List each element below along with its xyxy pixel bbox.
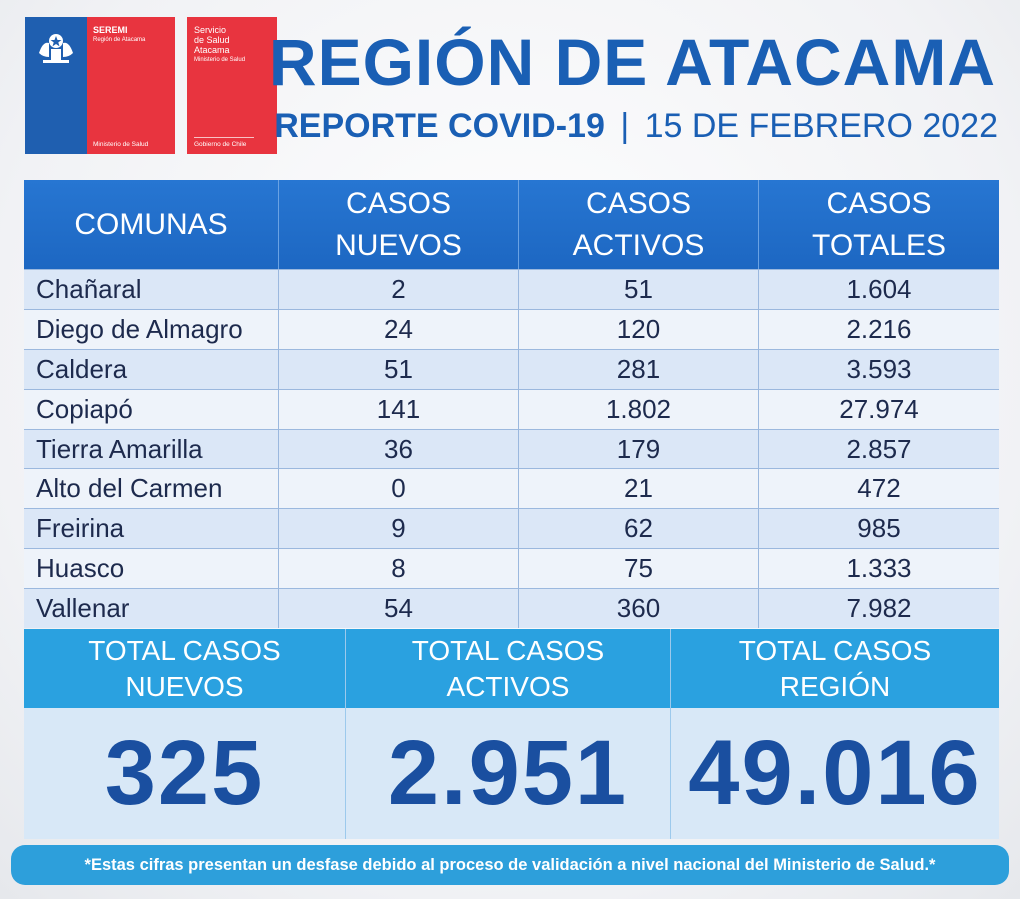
column-header-comunas: COMUNAS [24, 180, 279, 269]
column-header-label: CASOS [585, 186, 691, 220]
servicio-line1: Servicio [194, 25, 227, 35]
cell-comuna: Huasco [24, 549, 279, 589]
cell-totales: 472 [857, 473, 901, 504]
total-value: 49.016 [671, 708, 999, 839]
cell-activos: 62 [519, 509, 759, 549]
table-row: Vallenar 54 360 7.982 [24, 588, 999, 629]
cell-totales: 2.216 [846, 313, 912, 344]
report-label: REPORTE COVID-19 [274, 107, 605, 145]
cell-totales: 1.333 [846, 553, 912, 584]
cell-activos: 281 [519, 349, 759, 389]
cell-nuevos: 0 [279, 469, 519, 509]
cell-totales: 7.982 [846, 593, 912, 624]
logo-red-panel: SEREMI Región de Atacama Ministerio de S… [87, 17, 175, 154]
cell-nuevos: 36 [279, 429, 519, 469]
cell-activos: 179 [519, 429, 759, 469]
table-header: COMUNAS CASOS NUEVOS CASOS ACTIVOS CASOS… [24, 180, 999, 269]
total-label: TOTAL CASOS [88, 634, 281, 666]
cell-activos: 1.802 [519, 389, 759, 429]
cell-comuna: Copiapó [24, 389, 279, 429]
servicio-label: Servicio de Salud Atacama Ministerio de … [194, 25, 245, 65]
cell-nuevos: 51 [279, 349, 519, 389]
cell-activos: 120 [519, 309, 759, 349]
cell-activos: 75 [519, 549, 759, 589]
cell-totales: 2.857 [846, 433, 912, 464]
cell-totales: 985 [857, 513, 901, 544]
column-header-nuevos: CASOS NUEVOS [279, 180, 519, 269]
servicio-line2: de Salud [194, 35, 230, 45]
cell-comuna: Tierra Amarilla [24, 429, 279, 469]
cell-nuevos: 24 [279, 309, 519, 349]
table-row: Copiapó 141 1.802 27.974 [24, 388, 999, 429]
total-region: TOTAL CASOS REGIÓN 49.016 [671, 629, 999, 839]
cell-totales: 1.604 [846, 273, 912, 304]
title-separator: | [620, 107, 630, 145]
total-header: TOTAL CASOS REGIÓN [671, 629, 999, 708]
cell-comuna: Caldera [24, 349, 279, 389]
table-row: Alto del Carmen 0 21 472 [24, 468, 999, 509]
table-row: Diego de Almagro 24 120 2.216 [24, 308, 999, 349]
total-value: 325 [24, 708, 345, 839]
seremi-label: SEREMI Región de Atacama [93, 25, 175, 45]
cell-nuevos: 54 [279, 589, 519, 629]
cases-table: COMUNAS CASOS NUEVOS CASOS ACTIVOS CASOS… [24, 180, 999, 629]
cell-totales: 27.974 [839, 393, 919, 424]
column-header-label: TOTALES [812, 228, 946, 262]
report-subtitle: REPORTE COVID-19 | 15 DE FEBRERO 2022 [274, 104, 998, 148]
cell-comuna: Vallenar [24, 589, 279, 629]
table-body: Chañaral 2 51 1.604 Diego de Almagro 24 … [24, 269, 999, 629]
total-header: TOTAL CASOS ACTIVOS [346, 629, 670, 708]
cell-nuevos: 8 [279, 549, 519, 589]
cell-totales: 3.593 [846, 353, 912, 384]
column-header-label: ACTIVOS [572, 228, 705, 262]
table-row: Chañaral 2 51 1.604 [24, 269, 999, 309]
cell-activos: 21 [519, 469, 759, 509]
table-row: Tierra Amarilla 36 179 2.857 [24, 428, 999, 469]
chile-crest-icon [39, 34, 73, 63]
total-label: TOTAL CASOS [411, 634, 605, 666]
total-header: TOTAL CASOS NUEVOS [24, 629, 345, 708]
total-label: NUEVOS [125, 670, 244, 702]
cell-activos: 51 [519, 270, 759, 309]
report-date: 15 DE FEBRERO 2022 [644, 107, 998, 145]
table-row: Freirina 9 62 985 [24, 508, 999, 549]
total-label: ACTIVOS [446, 670, 570, 702]
seremi-logo: SEREMI Región de Atacama Ministerio de S… [25, 17, 175, 154]
cell-nuevos: 141 [279, 389, 519, 429]
cell-comuna: Chañaral [24, 270, 279, 309]
page-title: REGIÓN DE ATACAMA [268, 25, 996, 99]
column-header-label: COMUNAS [74, 207, 228, 241]
total-label: REGIÓN [779, 670, 891, 702]
servicio-salud-logo: Servicio de Salud Atacama Ministerio de … [187, 17, 277, 154]
column-header-label: CASOS [345, 186, 451, 220]
servicio-ministry: Ministerio de Salud [194, 57, 246, 63]
seremi-ministry: Ministerio de Salud [93, 141, 149, 148]
cell-nuevos: 9 [279, 509, 519, 549]
column-header-label: NUEVOS [335, 228, 462, 262]
total-label: TOTAL CASOS [738, 634, 932, 666]
cell-comuna: Freirina [24, 509, 279, 549]
total-value: 2.951 [346, 708, 670, 839]
cell-comuna: Alto del Carmen [24, 469, 279, 509]
column-header-label: CASOS [826, 186, 932, 220]
footnote: *Estas cifras presentan un desfase debid… [11, 845, 1009, 885]
column-header-activos: CASOS ACTIVOS [519, 180, 759, 269]
cell-activos: 360 [519, 589, 759, 629]
table-row: Huasco 8 75 1.333 [24, 548, 999, 589]
cell-comuna: Diego de Almagro [24, 309, 279, 349]
total-activos: TOTAL CASOS ACTIVOS 2.951 [346, 629, 671, 839]
seremi-name: SEREMI [93, 25, 128, 35]
seremi-region: Región de Atacama [93, 37, 146, 43]
total-nuevos: TOTAL CASOS NUEVOS 325 [24, 629, 346, 839]
totals-panel: TOTAL CASOS NUEVOS 325 TOTAL CASOS ACTIV… [24, 629, 999, 839]
servicio-government: Gobierno de Chile [194, 137, 254, 148]
column-header-totales: CASOS TOTALES [759, 180, 999, 269]
table-row: Caldera 51 281 3.593 [24, 348, 999, 389]
logo-blue-panel [25, 17, 87, 154]
cell-nuevos: 2 [279, 270, 519, 309]
servicio-line3: Atacama [194, 45, 230, 55]
